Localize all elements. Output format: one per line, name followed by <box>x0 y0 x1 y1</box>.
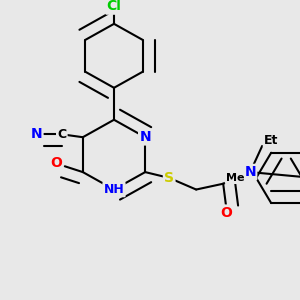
Text: S: S <box>164 171 174 185</box>
Text: O: O <box>220 206 232 220</box>
Text: C: C <box>57 128 66 141</box>
Text: NH: NH <box>103 183 124 196</box>
Text: Cl: Cl <box>106 0 122 14</box>
Text: N: N <box>244 165 256 179</box>
Text: Et: Et <box>264 134 278 147</box>
Text: Me: Me <box>226 173 244 183</box>
Text: O: O <box>50 156 62 170</box>
Text: N: N <box>31 127 42 141</box>
Text: N: N <box>140 130 151 144</box>
